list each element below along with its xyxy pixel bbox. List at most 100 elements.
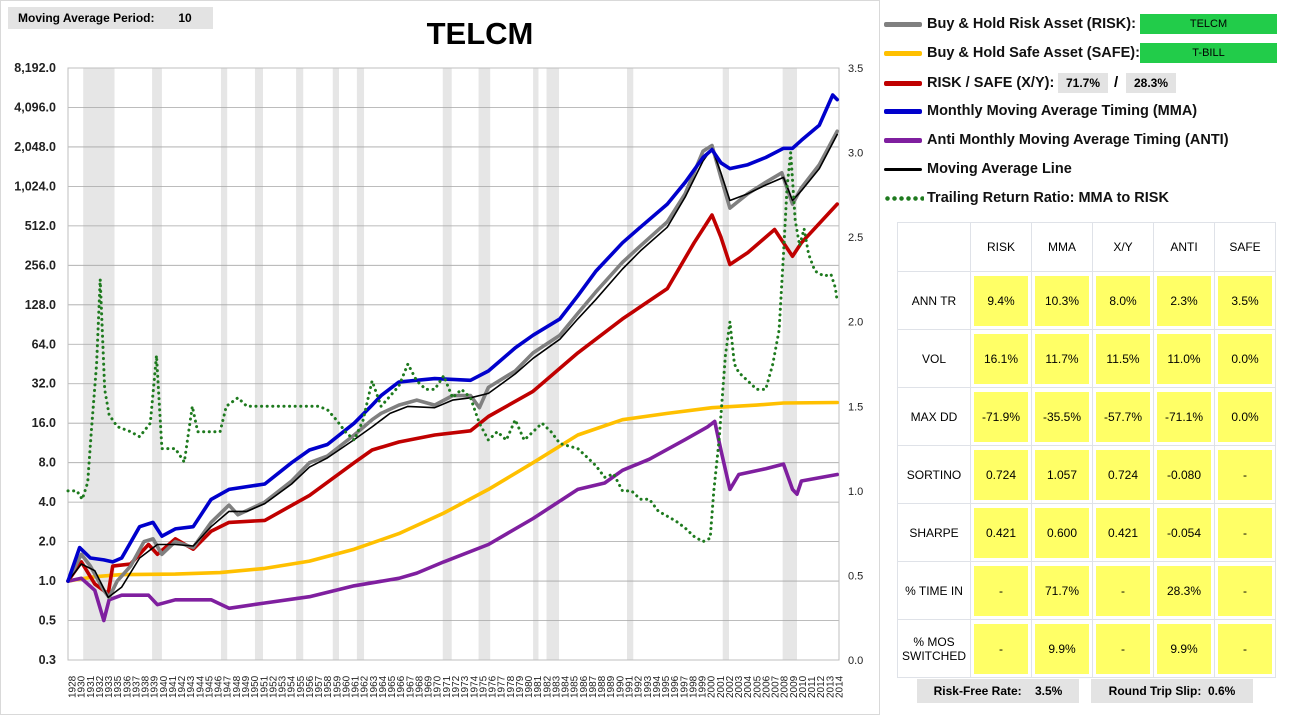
stats-cell-wrap: - (1092, 561, 1154, 620)
y-tick-label: 4.0 (39, 495, 56, 509)
recession-band (296, 68, 304, 660)
x-tick-label: 1999 (698, 675, 709, 698)
x-tick-label: 1936 (122, 675, 133, 698)
stats-row-label: MAX DD (897, 387, 971, 446)
y-axis-ticks: 8,192.0 4,096.0 2,048.0 1,024.0 512.0 256.0 12… (14, 61, 56, 667)
x-tick-label: 1984 (561, 675, 572, 698)
x-tick-label: 1980 (524, 675, 535, 698)
legend-mma-label: Monthly Moving Average Timing (MMA) (927, 103, 1198, 119)
risk-asset-value[interactable]: TELCM (1140, 14, 1277, 34)
stats-cell: -0.080 (1157, 449, 1211, 500)
x-tick-label: 1981 (533, 675, 544, 698)
stats-cell: - (1218, 623, 1272, 674)
x-tick-label: 2014 (835, 675, 846, 698)
recession-band (533, 68, 539, 660)
stats-row: MAX DD -71.9% -35.5% -57.7% -71.1% 0.0% (897, 387, 1276, 446)
round-trip-slip-box: Round Trip Slip: 0.6% (1091, 679, 1253, 703)
round-trip-slip-label: Round Trip Slip: (1108, 684, 1202, 698)
y2-tick-label: 0.5 (848, 570, 863, 582)
x-tick-label: 1979 (515, 675, 526, 698)
stats-cell: 71.7% (1035, 565, 1089, 616)
y-tick-label: 16.0 (32, 416, 56, 430)
x-tick-label: 2013 (825, 675, 836, 698)
y-tick-label: 2,048.0 (14, 140, 56, 154)
stats-cell: 0.724 (974, 449, 1028, 500)
trailing-swatch-icon (884, 196, 924, 201)
stats-cell: - (1218, 507, 1272, 558)
stats-cell: -71.9% (974, 391, 1028, 442)
stats-header-anti: ANTI (1153, 222, 1215, 272)
x-tick-label: 1930 (77, 675, 88, 698)
recession-bands (83, 68, 797, 660)
y2-tick-label: 1.5 (848, 401, 863, 413)
stats-row: VOL 16.1% 11.7% 11.5% 11.0% 0.0% (897, 329, 1276, 388)
risk-free-rate-box: Risk-Free Rate: 3.5% (917, 679, 1079, 703)
recession-band (478, 68, 491, 660)
ma-period-value[interactable]: 10 (178, 11, 192, 25)
x-tick-label: 1950 (250, 675, 261, 698)
x-tick-label: 1956 (305, 675, 316, 698)
stats-cell: - (1096, 623, 1150, 674)
x-tick-label: 1943 (186, 675, 197, 698)
recession-band (546, 68, 560, 660)
x-tick-label: 1990 (615, 675, 626, 698)
stats-cell: - (1218, 565, 1272, 616)
recession-band (220, 68, 228, 660)
stats-cell-wrap: -35.5% (1031, 387, 1093, 446)
stats-cell: 9.4% (974, 275, 1028, 326)
y-tick-label: 512.0 (25, 219, 56, 233)
x-tick-label: 2002 (725, 675, 736, 698)
stats-cell-wrap: 8.0% (1092, 271, 1154, 330)
stats-row-label: VOL (897, 329, 971, 388)
ratio-y-value[interactable]: 28.3% (1126, 73, 1176, 93)
ratio-swatch-icon (884, 81, 922, 86)
stats-cell-wrap: 10.3% (1031, 271, 1093, 330)
y2-tick-label: 0.0 (848, 655, 863, 667)
x-tick-label: 1933 (104, 675, 115, 698)
stats-cell: 11.0% (1157, 333, 1211, 384)
round-trip-slip-value[interactable]: 0.6% (1207, 684, 1236, 698)
stats-cell-wrap: 28.3% (1153, 561, 1215, 620)
stats-cell-wrap: 11.5% (1092, 329, 1154, 388)
legend-ratio-label: RISK / SAFE (X/Y): (927, 75, 1055, 91)
stats-cell-wrap: 0.0% (1214, 387, 1276, 446)
y2-tick-label: 1.0 (848, 486, 863, 498)
x-tick-label: 1978 (506, 675, 517, 698)
y-tick-label: 0.5 (39, 614, 56, 628)
x-tick-label: 1931 (86, 675, 97, 698)
x-axis-ticks: 1928193019311932193319351936193719381939… (68, 675, 846, 698)
stats-cell: 9.9% (1035, 623, 1089, 674)
stats-cell: 10.3% (1035, 275, 1089, 326)
series-line-trailing-return-ratio-mma-to-risk (66, 151, 839, 544)
risk-free-rate-value[interactable]: 3.5% (1035, 684, 1063, 698)
legend-safe-label: Buy & Hold Safe Asset (SAFE): (927, 45, 1140, 61)
stats-header-risk: RISK (970, 222, 1032, 272)
y2-axis-ticks: 3.5 3.0 2.5 2.0 1.5 1.0 0.5 0.0 (848, 63, 863, 667)
stats-cell-wrap: - (970, 619, 1032, 678)
x-tick-label: 1938 (141, 675, 152, 698)
x-tick-label: 1982 (542, 675, 553, 698)
stats-cell: 28.3% (1157, 565, 1211, 616)
ma-line-swatch-icon (884, 168, 922, 171)
recession-band (254, 68, 263, 660)
x-tick-label: 1998 (688, 675, 699, 698)
x-tick-label: 2005 (752, 675, 763, 698)
x-tick-label: 2006 (761, 675, 772, 698)
stats-cell-wrap: 9.4% (970, 271, 1032, 330)
chart-title: TELCM (426, 16, 534, 51)
x-tick-label: 2009 (789, 675, 800, 698)
ratio-x-value[interactable]: 71.7% (1058, 73, 1108, 93)
y-tick-label: 8,192.0 (14, 61, 56, 75)
x-tick-label: 2011 (807, 676, 818, 698)
recession-band (442, 68, 452, 660)
x-tick-label: 1948 (232, 675, 243, 698)
stats-cell: 0.421 (1096, 507, 1150, 558)
safe-asset-value[interactable]: T-BILL (1140, 43, 1277, 63)
x-tick-label: 1937 (131, 675, 142, 698)
stats-body: ANN TR 9.4% 10.3% 8.0% 2.3% 3.5% VOL 16.1% 11.7%… (897, 271, 1276, 678)
x-tick-label: 1966 (396, 675, 407, 698)
stats-row-label: SORTINO (897, 445, 971, 504)
stats-row: SHARPE 0.421 0.600 0.421 -0.054- (897, 503, 1276, 562)
stats-cell: - (974, 565, 1028, 616)
legend-anti-label: Anti Monthly Moving Average Timing (ANTI… (927, 132, 1229, 148)
